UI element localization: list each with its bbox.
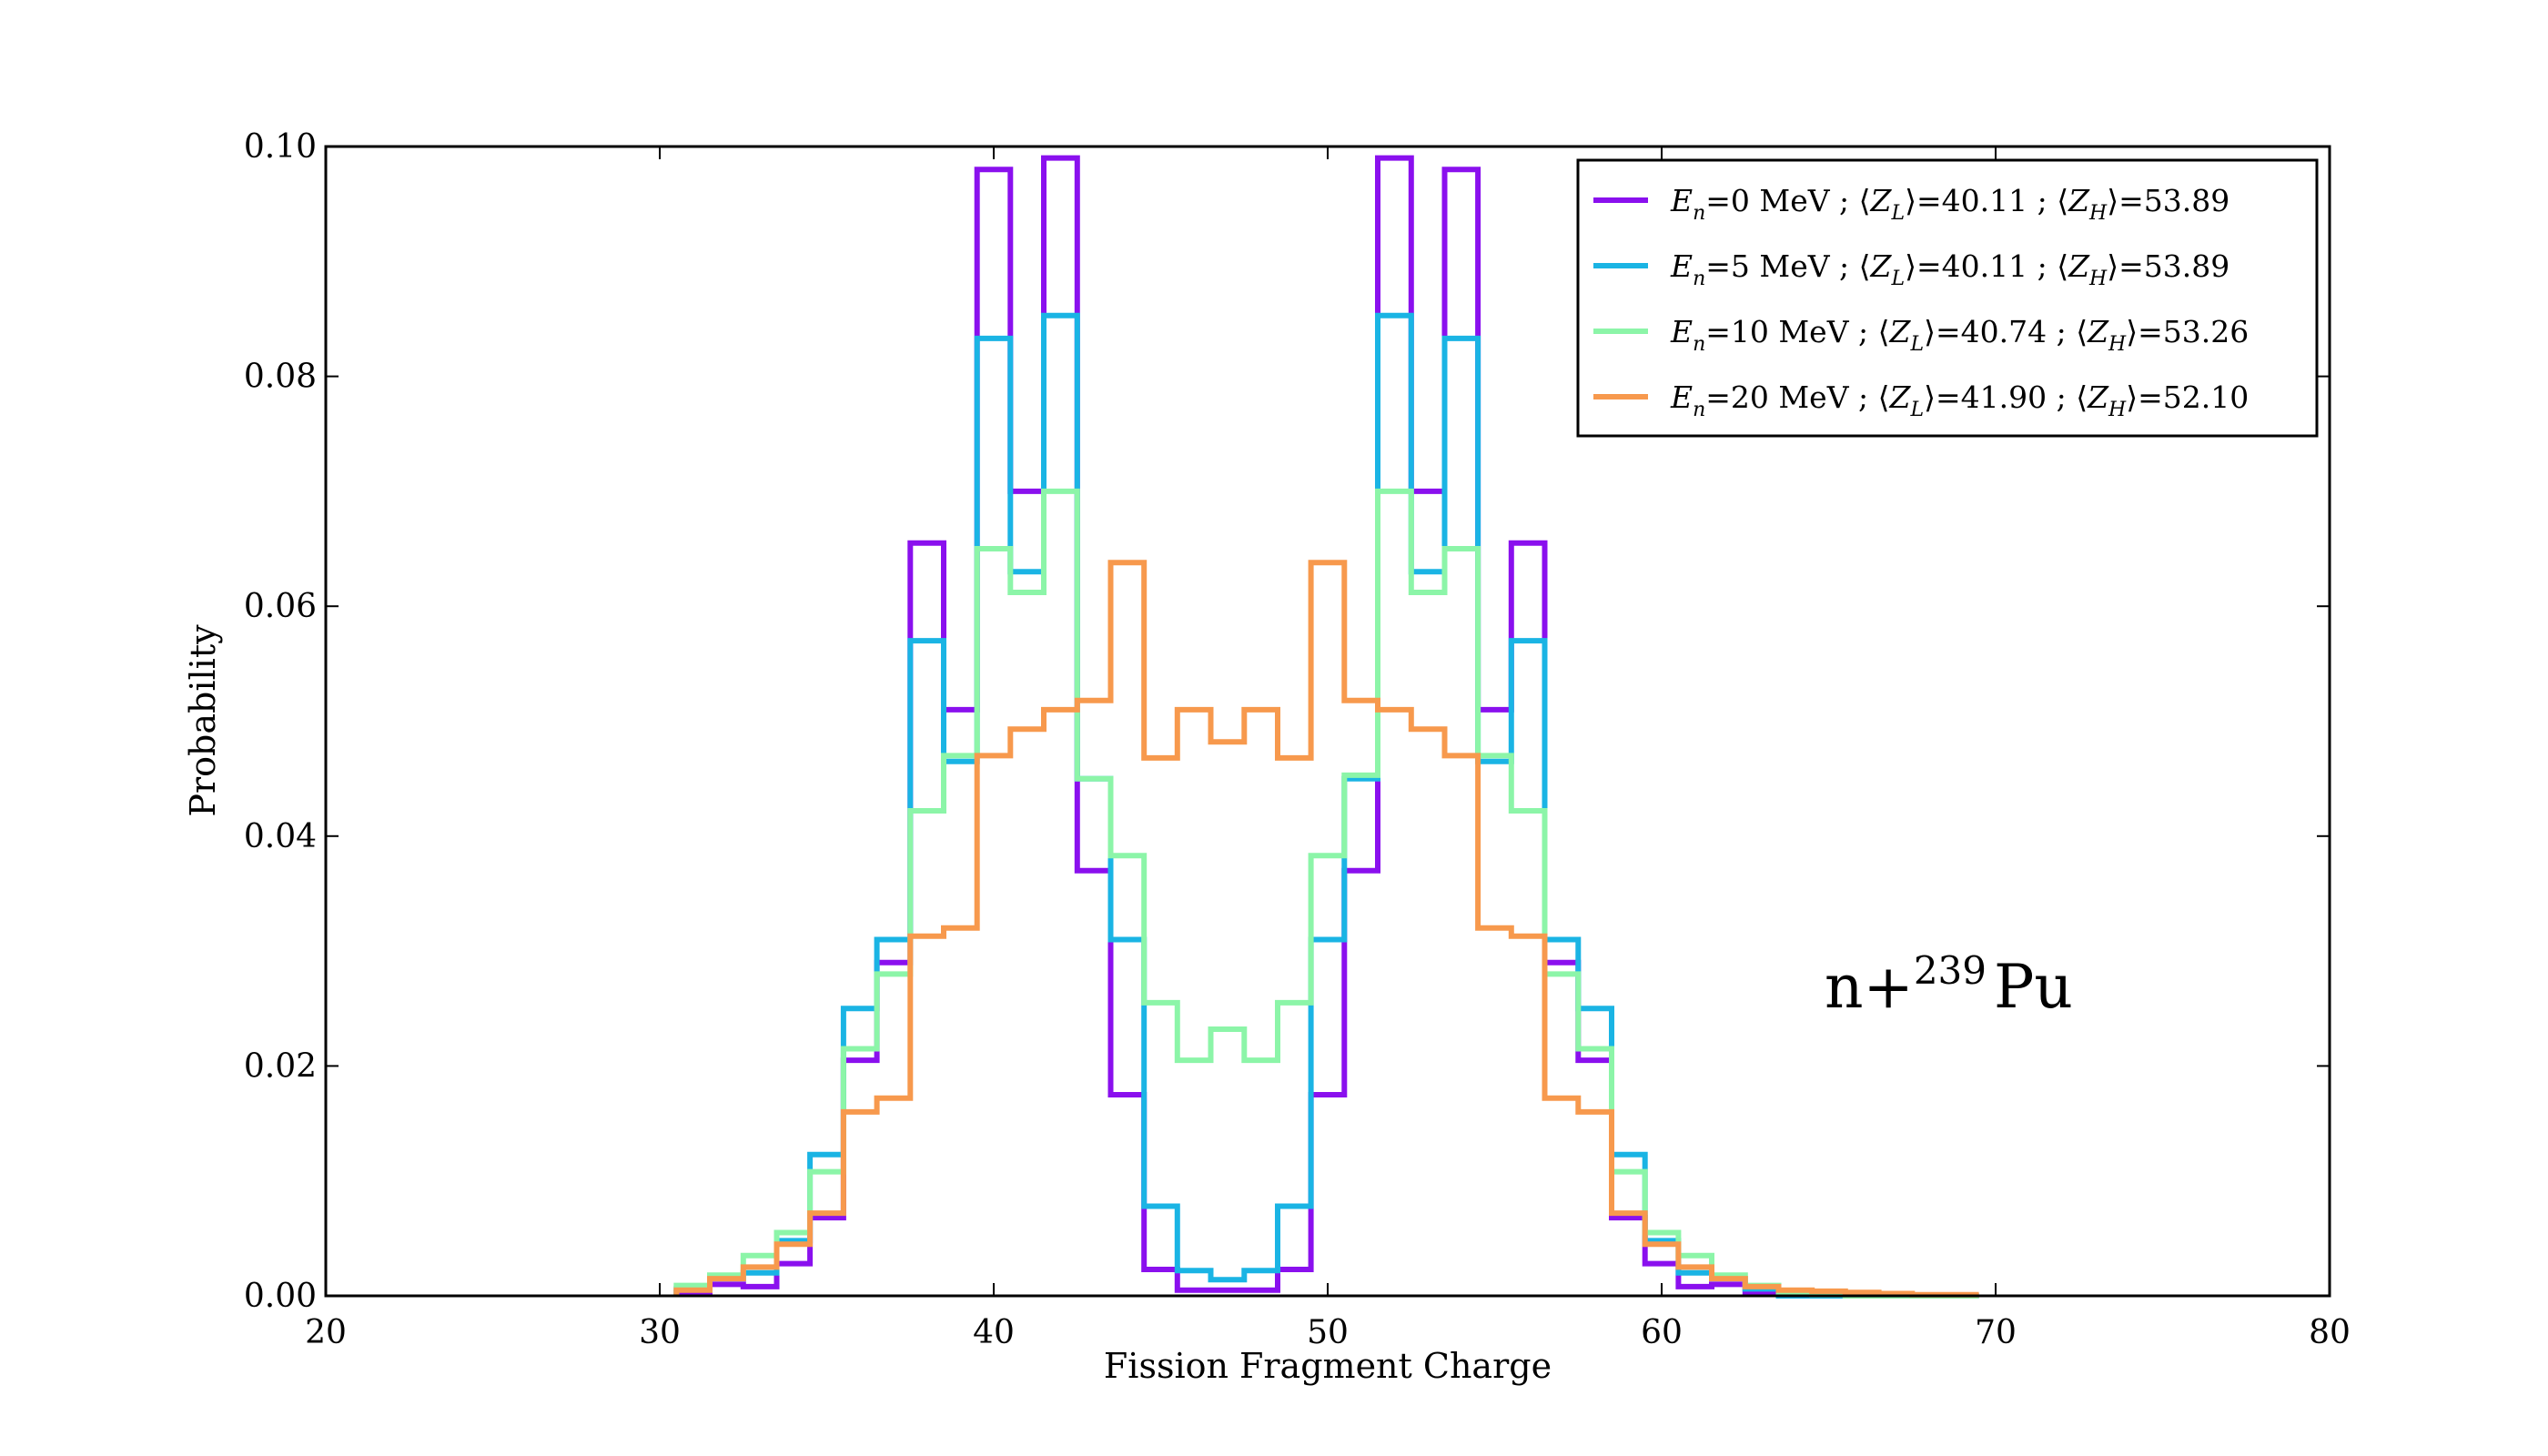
y-tick-label: 0.00 <box>244 1278 317 1315</box>
x-tick-label: 40 <box>973 1314 1015 1351</box>
legend-label-3: En=20 MeV ; ⟨ZL⟩=41.90 ; ⟨ZH⟩=52.10 <box>1670 379 2249 421</box>
tick-layer: 20 30 40 50 60 70 80 0.00 0.02 0.04 0.06 0.08 0.10 <box>244 128 2351 1351</box>
x-tick-label: 50 <box>1307 1314 1349 1351</box>
y-tick-label: 0.06 <box>244 588 317 625</box>
y-axis-label: Probability <box>183 624 223 817</box>
y-tick-label: 0.08 <box>244 359 317 396</box>
legend: En=0 MeV ; ⟨ZL⟩=40.11 ; ⟨ZH⟩=53.89 En=5 M… <box>1576 158 2319 438</box>
x-tick-label: 60 <box>1641 1314 1683 1351</box>
x-tick-label: 80 <box>2309 1314 2351 1351</box>
annotation-superscript: 239 <box>1914 948 1987 993</box>
annotation: n+239 Pu <box>1825 948 2073 1022</box>
series-line-1 <box>673 312 1979 1299</box>
y-tick-label: 0.10 <box>244 128 317 166</box>
series-line-0 <box>673 155 1979 1299</box>
x-tick-label: 20 <box>305 1314 347 1351</box>
y-tick-label: 0.02 <box>244 1047 317 1085</box>
x-tick-label: 70 <box>1975 1314 2017 1351</box>
series-line-2 <box>673 488 1979 1299</box>
y-tick-label: 0.04 <box>244 818 317 855</box>
series-line-3 <box>673 560 1979 1298</box>
legend-label-1: En=5 MeV ; ⟨ZL⟩=40.11 ; ⟨ZH⟩=53.89 <box>1670 248 2230 290</box>
x-tick-label: 30 <box>639 1314 681 1351</box>
legend-box <box>1576 158 2319 438</box>
x-axis-label: Fission Fragment Charge <box>1104 1346 1552 1386</box>
legend-label-0: En=0 MeV ; ⟨ZL⟩=40.11 ; ⟨ZH⟩=53.89 <box>1670 183 2230 225</box>
series-layer <box>673 155 1979 1299</box>
legend-label-2: En=10 MeV ; ⟨ZL⟩=40.74 ; ⟨ZH⟩=53.26 <box>1670 314 2249 356</box>
